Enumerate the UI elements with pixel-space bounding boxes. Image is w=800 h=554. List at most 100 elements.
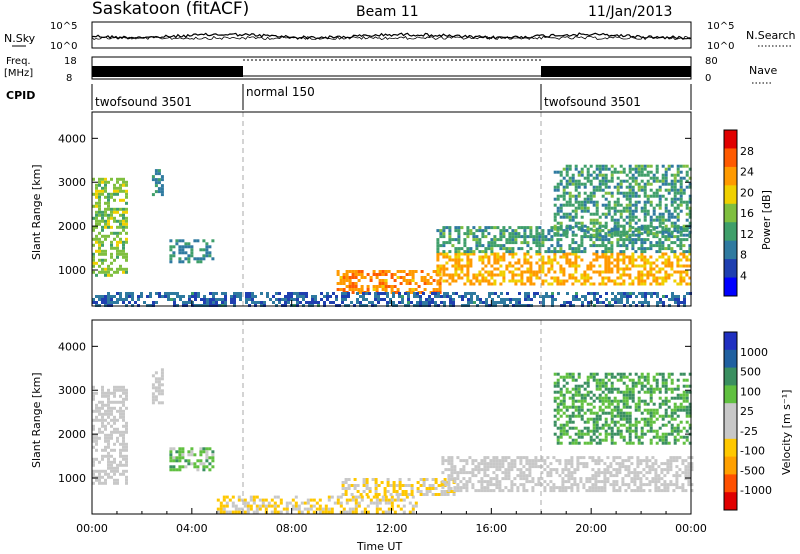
data-cell (616, 282, 620, 286)
data-cell (125, 469, 128, 473)
data-cell (556, 381, 560, 385)
data-cell (246, 510, 250, 514)
data-cell (616, 252, 620, 256)
data-cell (487, 282, 491, 286)
data-cell (525, 462, 529, 466)
data-cell (160, 193, 164, 197)
data-cell (670, 179, 674, 183)
data-cell (658, 276, 662, 280)
data-cell (95, 409, 98, 413)
data-cell (577, 191, 581, 195)
data-cell (556, 261, 560, 265)
data-cell (395, 484, 399, 487)
data-cell (637, 200, 641, 204)
data-cell (585, 462, 589, 466)
data-cell (312, 498, 316, 502)
data-cell (622, 230, 626, 234)
data-cell (640, 432, 644, 436)
data-cell (98, 295, 101, 298)
data-cell (374, 481, 378, 484)
data-cell (589, 429, 593, 433)
data-cell (631, 194, 635, 198)
data-cell (466, 235, 470, 239)
data-cell (606, 471, 610, 475)
data-cell (639, 459, 643, 463)
data-cell (677, 301, 680, 304)
data-cell (607, 179, 611, 183)
data-cell (565, 191, 569, 195)
data-cell (634, 170, 638, 174)
data-cell (649, 408, 653, 412)
data-cell (625, 411, 629, 415)
data-cell (520, 276, 524, 280)
data-cell (92, 409, 95, 413)
data-cell (411, 270, 415, 273)
data-cell (582, 456, 586, 460)
data-cell (203, 298, 206, 301)
data-cell (360, 276, 364, 279)
data-cell (576, 486, 580, 490)
data-cell (407, 298, 410, 301)
data-cell (649, 244, 653, 248)
data-cell (411, 276, 415, 279)
data-cell (234, 510, 238, 514)
data-cell (390, 495, 394, 499)
data-cell (501, 489, 505, 493)
data-cell (495, 459, 499, 463)
data-cell (419, 478, 423, 481)
data-cell (561, 477, 565, 481)
data-cell (601, 255, 605, 259)
data-cell (315, 507, 319, 511)
data-cell (568, 194, 572, 198)
data-cell (682, 227, 686, 231)
data-cell (675, 456, 679, 460)
data-cell (119, 454, 122, 458)
data-cell (661, 226, 665, 230)
data-cell (378, 282, 382, 285)
data-cell (589, 435, 593, 439)
data-cell (520, 247, 524, 251)
data-cell (662, 301, 665, 304)
data-cell (264, 498, 268, 502)
data-cell (595, 212, 599, 216)
data-cell (442, 270, 446, 274)
data-cell (634, 182, 638, 186)
data-cell (591, 489, 595, 493)
data-cell (205, 447, 209, 451)
data-cell (598, 384, 602, 388)
data-cell (670, 224, 674, 228)
data-cell (125, 267, 128, 271)
data-cell (568, 420, 572, 424)
data-cell (431, 487, 435, 490)
data-cell (556, 441, 560, 445)
data-cell (505, 267, 509, 271)
data-cell (661, 414, 665, 418)
data-cell (500, 298, 503, 301)
data-cell (113, 442, 116, 446)
data-cell (351, 276, 355, 279)
data-cell (119, 198, 122, 202)
data-cell (685, 390, 689, 394)
data-cell (466, 255, 470, 259)
data-cell (475, 276, 479, 280)
data-cell (493, 261, 497, 265)
data-cell (580, 396, 584, 400)
data-cell (580, 414, 584, 418)
data-cell (670, 212, 674, 216)
data-cell (510, 465, 514, 469)
data-cell (609, 474, 613, 478)
data-cell (462, 459, 466, 463)
data-cell (555, 486, 559, 490)
data-cell (607, 399, 611, 403)
data-cell (622, 191, 626, 195)
data-cell (685, 384, 689, 388)
data-cell (565, 432, 569, 436)
data-cell (476, 298, 479, 301)
data-cell (345, 501, 349, 505)
data-cell (610, 390, 614, 394)
data-cell (610, 173, 614, 177)
data-cell (570, 483, 574, 487)
data-cell (616, 197, 620, 201)
data-cell (467, 298, 470, 301)
data-cell (553, 224, 557, 228)
